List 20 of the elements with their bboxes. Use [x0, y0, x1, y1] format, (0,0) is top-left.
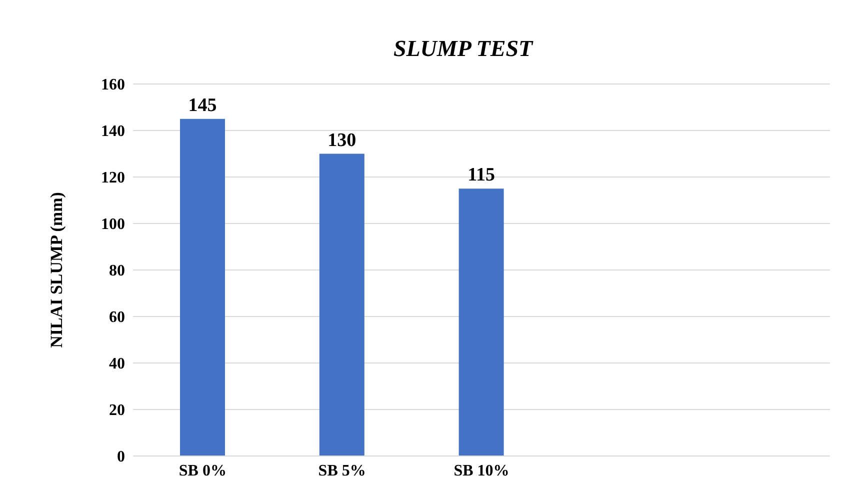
y-tick-label: 160: [101, 76, 125, 94]
bar: [319, 154, 364, 456]
y-tick-label: 60: [109, 309, 125, 326]
chart-title: SLUMP TEST: [392, 36, 534, 62]
data-label: 115: [468, 164, 496, 186]
y-tick-label: 120: [101, 170, 125, 187]
data-label: 145: [188, 94, 217, 116]
bar: [180, 118, 225, 456]
y-tick-label: 0: [117, 448, 125, 466]
data-label: 130: [328, 130, 356, 151]
y-tick-label: 140: [101, 123, 125, 140]
y-tick-label: 100: [101, 216, 125, 234]
y-tick-label: 80: [109, 262, 125, 280]
y-tick-label: 40: [109, 356, 125, 373]
x-tick-label: SB 5%: [318, 462, 366, 480]
bar: [458, 188, 504, 456]
y-axis-title: NILAI SLUMP (mm): [47, 192, 66, 348]
y-tick-label: 20: [109, 402, 125, 420]
x-tick-label: SB 10%: [454, 462, 510, 480]
x-tick-label: SB 0%: [178, 462, 226, 480]
